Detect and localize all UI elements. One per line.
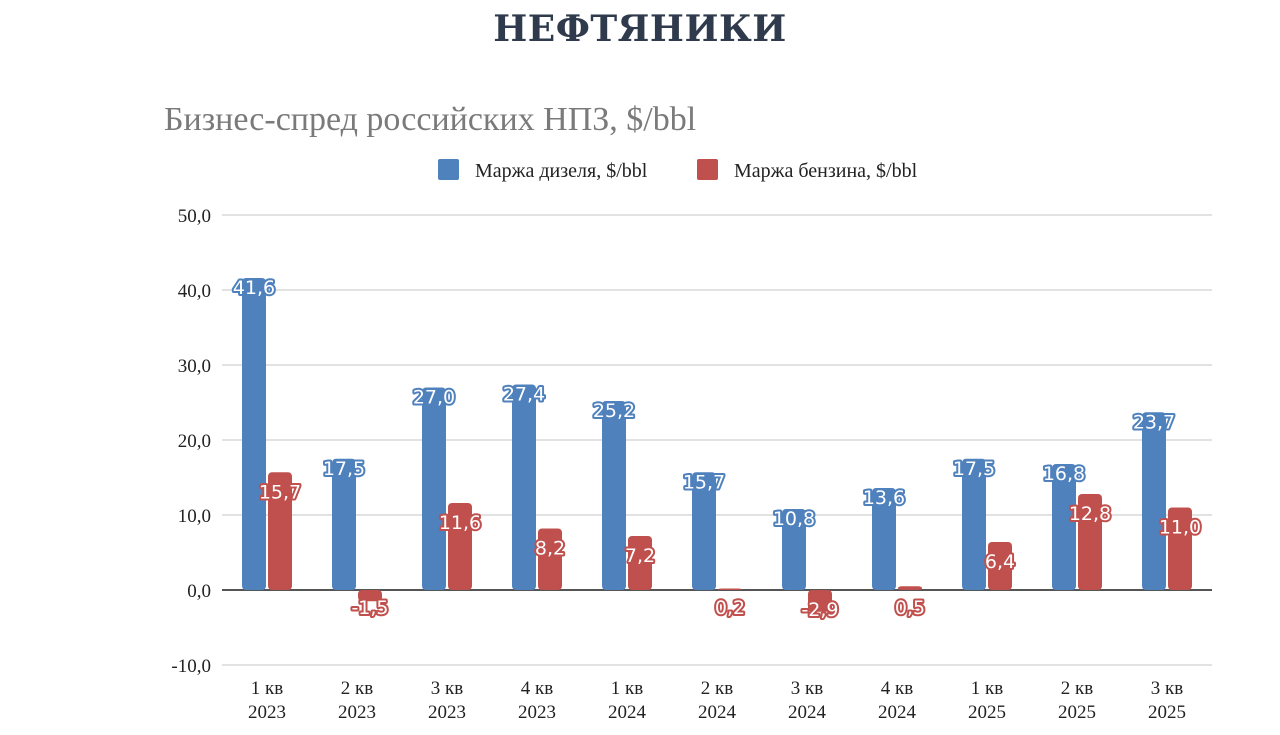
- y-tick-label: -10,0: [171, 656, 211, 677]
- x-axis: 1 кв 2023 2 кв 2023 3 кв 2023 4 кв 2023 1 кв 2024…: [248, 678, 1186, 723]
- legend: Маржа дизеля, $/bbl Маржа бензина, $/bbl: [438, 159, 918, 182]
- legend-swatch-2: [697, 159, 718, 180]
- label-gasoline-11: 11,0: [1159, 517, 1201, 539]
- legend-label-1: Маржа дизеля, $/bbl: [475, 160, 648, 182]
- x-tick-label-quarter: 3 кв: [1151, 678, 1183, 699]
- bar-diesel-10: [1052, 464, 1076, 590]
- x-tick-label-quarter: 3 кв: [791, 678, 823, 699]
- label-diesel-8: 13,6: [863, 487, 905, 509]
- label-diesel-1: 41,6: [233, 277, 275, 299]
- page-heading: НЕФТЯНИКИ: [493, 8, 787, 50]
- bar-gasoline-9: [988, 542, 1012, 590]
- y-axis: 50,0 40,0 30,0 20,0 10,0 0,0 -10,0: [171, 206, 211, 677]
- bar-diesel-3: [422, 387, 446, 590]
- bar-gasoline-6: [718, 588, 742, 590]
- bar-diesel-1: [242, 278, 266, 590]
- y-tick-label: 50,0: [178, 206, 211, 227]
- bar-gasoline-7: [808, 590, 832, 612]
- legend-swatch-1: [438, 159, 459, 180]
- x-tick-label-quarter: 4 кв: [881, 678, 913, 699]
- bar-gasoline-5: [628, 536, 652, 590]
- x-tick-label-year: 2023: [518, 702, 556, 723]
- x-tick-label-quarter: 4 кв: [521, 678, 553, 699]
- bar-gasoline-3: [448, 503, 472, 590]
- label-diesel-3: 27,0: [413, 387, 455, 409]
- x-tick-label-year: 2023: [428, 702, 466, 723]
- bar-diesel-11: [1142, 412, 1166, 590]
- bar-gasoline-4: [538, 528, 562, 590]
- bar-gasoline-11: [1168, 507, 1192, 590]
- y-tick-label: 20,0: [178, 431, 211, 452]
- x-tick-label-quarter: 2 кв: [701, 678, 733, 699]
- bar-gasoline-10: [1078, 494, 1102, 590]
- label-gasoline-2: -1,5: [351, 597, 388, 619]
- label-gasoline-6: 0,2: [715, 597, 745, 619]
- label-diesel-2: 17,5: [323, 458, 365, 480]
- y-tick-label: 30,0: [178, 356, 211, 377]
- bar-diesel-4: [512, 384, 536, 590]
- label-gasoline-7: -2,9: [801, 599, 838, 621]
- label-diesel-4: 27,4: [503, 384, 545, 406]
- x-tick-label-quarter: 1 кв: [611, 678, 643, 699]
- label-gasoline-3: 11,6: [439, 512, 481, 534]
- x-tick-label-year: 2024: [788, 702, 827, 723]
- label-gasoline-10: 12,8: [1069, 503, 1111, 525]
- x-tick-label-year: 2023: [338, 702, 376, 723]
- y-tick-label: 40,0: [178, 281, 211, 302]
- gridlines: [222, 214, 1212, 666]
- label-gasoline-1: 15,7: [259, 481, 301, 503]
- label-diesel-11: 23,7: [1133, 411, 1175, 433]
- label-diesel-6: 15,7: [683, 471, 725, 493]
- x-tick-label-year: 2024: [608, 702, 647, 723]
- x-tick-label-year: 2023: [248, 702, 286, 723]
- label-diesel-9: 17,5: [953, 458, 995, 480]
- label-diesel-7: 10,8: [773, 508, 815, 530]
- bar-diesel-5: [602, 401, 626, 590]
- label-gasoline-5: 7,2: [625, 545, 655, 567]
- x-tick-label-quarter: 1 кв: [251, 678, 283, 699]
- label-gasoline-9: 6,4: [985, 551, 1015, 573]
- x-tick-label-year: 2024: [698, 702, 737, 723]
- x-tick-label-year: 2025: [968, 702, 1006, 723]
- label-gasoline-8: 0,5: [895, 597, 925, 619]
- x-tick-label-year: 2025: [1058, 702, 1096, 723]
- legend-label-2: Маржа бензина, $/bbl: [734, 160, 918, 182]
- x-tick-label-year: 2024: [878, 702, 917, 723]
- bar-gasoline-1: [268, 472, 292, 590]
- bar-diesel-8: [872, 488, 896, 590]
- bar-diesel-9: [962, 458, 986, 590]
- bar-gasoline-2: [358, 590, 382, 602]
- bar-diesel-6: [692, 472, 716, 590]
- y-tick-label: 0,0: [187, 581, 211, 602]
- x-tick-label-quarter: 1 кв: [971, 678, 1003, 699]
- y-tick-label: 10,0: [178, 506, 211, 527]
- x-tick-label-year: 2025: [1148, 702, 1186, 723]
- bars: [242, 278, 1192, 612]
- x-tick-label-quarter: 2 кв: [341, 678, 373, 699]
- bar-diesel-7: [782, 509, 806, 590]
- label-gasoline-4: 8,2: [535, 538, 565, 560]
- data-labels: 41,6 15,7 17,5 -1,5 27,0 11,6 27,4 8,2 25,2 7,2 15…: [231, 275, 1203, 623]
- x-tick-label-quarter: 2 кв: [1061, 678, 1093, 699]
- label-diesel-5: 25,2: [593, 400, 635, 422]
- bar-diesel-2: [332, 458, 356, 590]
- chart-title: Бизнес-спред российских НПЗ, $/bbl: [164, 101, 696, 138]
- bar-gasoline-8: [898, 586, 922, 590]
- x-tick-label-quarter: 3 кв: [431, 678, 463, 699]
- label-diesel-10: 16,8: [1043, 463, 1085, 485]
